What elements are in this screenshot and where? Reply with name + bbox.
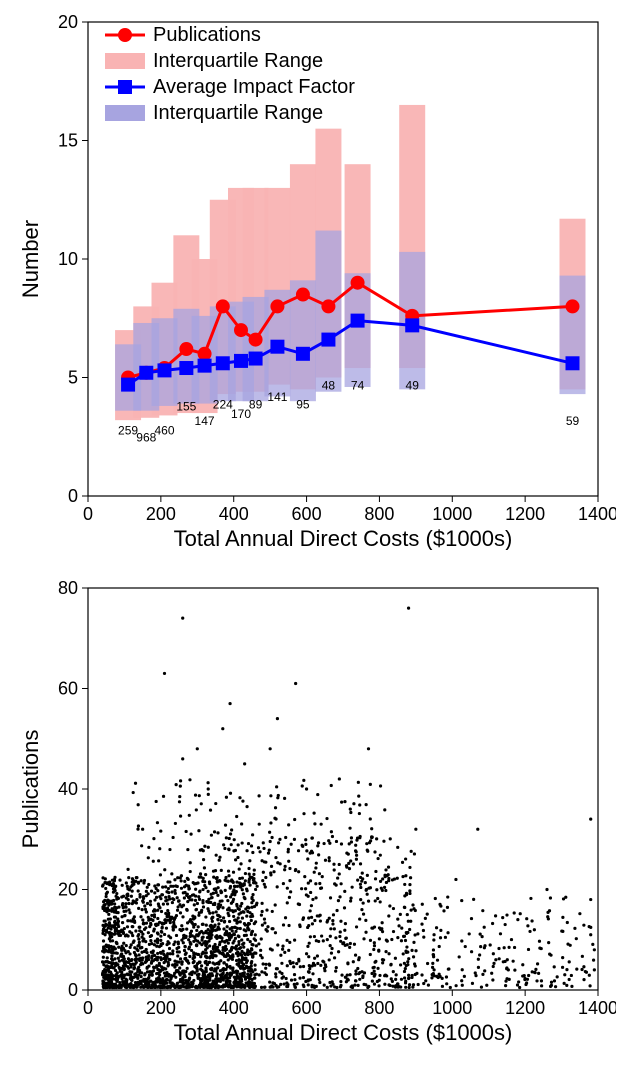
y-axis-title: Number (18, 220, 43, 298)
x-axis-title: Total Annual Direct Costs ($1000s) (174, 526, 513, 550)
x-tick-label: 0 (83, 998, 93, 1018)
x-axis-title: Total Annual Direct Costs ($1000s) (174, 1020, 513, 1045)
count-label: 74 (351, 378, 365, 392)
impact-marker (296, 347, 310, 361)
impact-marker (158, 363, 172, 377)
y-tick-label: 15 (58, 131, 78, 151)
x-tick-label: 1000 (432, 998, 472, 1018)
top-panel: 2599684601551472241708914195487449590200… (10, 10, 616, 550)
y-tick-label: 0 (68, 486, 78, 506)
impact-marker (405, 318, 419, 332)
y-tick-label: 5 (68, 368, 78, 388)
legend-label: Interquartile Range (153, 50, 323, 72)
y-tick-label: 40 (58, 779, 78, 799)
figure: 2599684601551472241708914195487449590200… (10, 10, 616, 1048)
x-tick-label: 600 (292, 998, 322, 1018)
count-label: 49 (406, 378, 420, 392)
publications-marker (270, 299, 284, 313)
x-tick-label: 1200 (505, 504, 545, 524)
count-label: 59 (566, 414, 580, 428)
impact-marker (121, 378, 135, 392)
count-label: 48 (322, 378, 336, 392)
x-tick-label: 1200 (505, 998, 545, 1018)
publications-marker (249, 333, 263, 347)
x-tick-label: 1400 (578, 504, 616, 524)
count-label: 460 (154, 423, 174, 437)
publications-marker (296, 288, 310, 302)
impact-marker (351, 314, 365, 328)
impact-marker (234, 354, 248, 368)
x-tick-label: 800 (364, 504, 394, 524)
y-tick-label: 0 (68, 980, 78, 1000)
publications-marker (321, 299, 335, 313)
legend-label: Interquartile Range (153, 102, 323, 124)
y-tick-label: 10 (58, 249, 78, 269)
impact-iqr-bar (560, 276, 586, 395)
impact-marker (566, 356, 580, 370)
count-label: 155 (176, 400, 196, 414)
impact-marker (139, 366, 153, 380)
x-tick-label: 800 (364, 998, 394, 1018)
y-tick-label: 80 (58, 578, 78, 598)
y-tick-label: 20 (58, 12, 78, 32)
bottom-panel: 0 200 400 600 800 1000 1200 1400 0 20 40 60 80 Total … (10, 568, 616, 1048)
y-tick-label: 60 (58, 679, 78, 699)
x-tick-label: 400 (219, 998, 249, 1018)
bottom-chart-svg: 0 200 400 600 800 1000 1200 1400 0 20 40 60 80 Total … (10, 568, 616, 1048)
count-label: 89 (249, 397, 263, 411)
publications-marker (234, 323, 248, 337)
legend-label: Publications (153, 24, 261, 46)
publications-marker (566, 299, 580, 313)
impact-marker (198, 359, 212, 373)
x-tick-label: 400 (219, 504, 249, 524)
impact-marker (249, 352, 263, 366)
x-tick-label: 200 (146, 504, 176, 524)
top-chart-svg: 2599684601551472241708914195487449590200… (10, 10, 616, 550)
publications-marker (179, 342, 193, 356)
x-tick-label: 0 (83, 504, 93, 524)
legend-label: Average Impact Factor (153, 76, 355, 98)
publications-marker (216, 299, 230, 313)
x-tick-label: 1400 (578, 998, 616, 1018)
y-axis-title: Publications (18, 730, 43, 849)
impact-marker (321, 333, 335, 347)
impact-marker (270, 340, 284, 354)
count-label: 95 (296, 397, 310, 411)
impact-marker (179, 361, 193, 375)
y-tick-label: 20 (58, 880, 78, 900)
count-label: 147 (195, 414, 215, 428)
x-tick-label: 1000 (432, 504, 472, 524)
count-label: 141 (267, 390, 287, 404)
x-tick-label: 600 (292, 504, 322, 524)
publications-marker (351, 276, 365, 290)
impact-marker (216, 356, 230, 370)
x-tick-label: 200 (146, 998, 176, 1018)
